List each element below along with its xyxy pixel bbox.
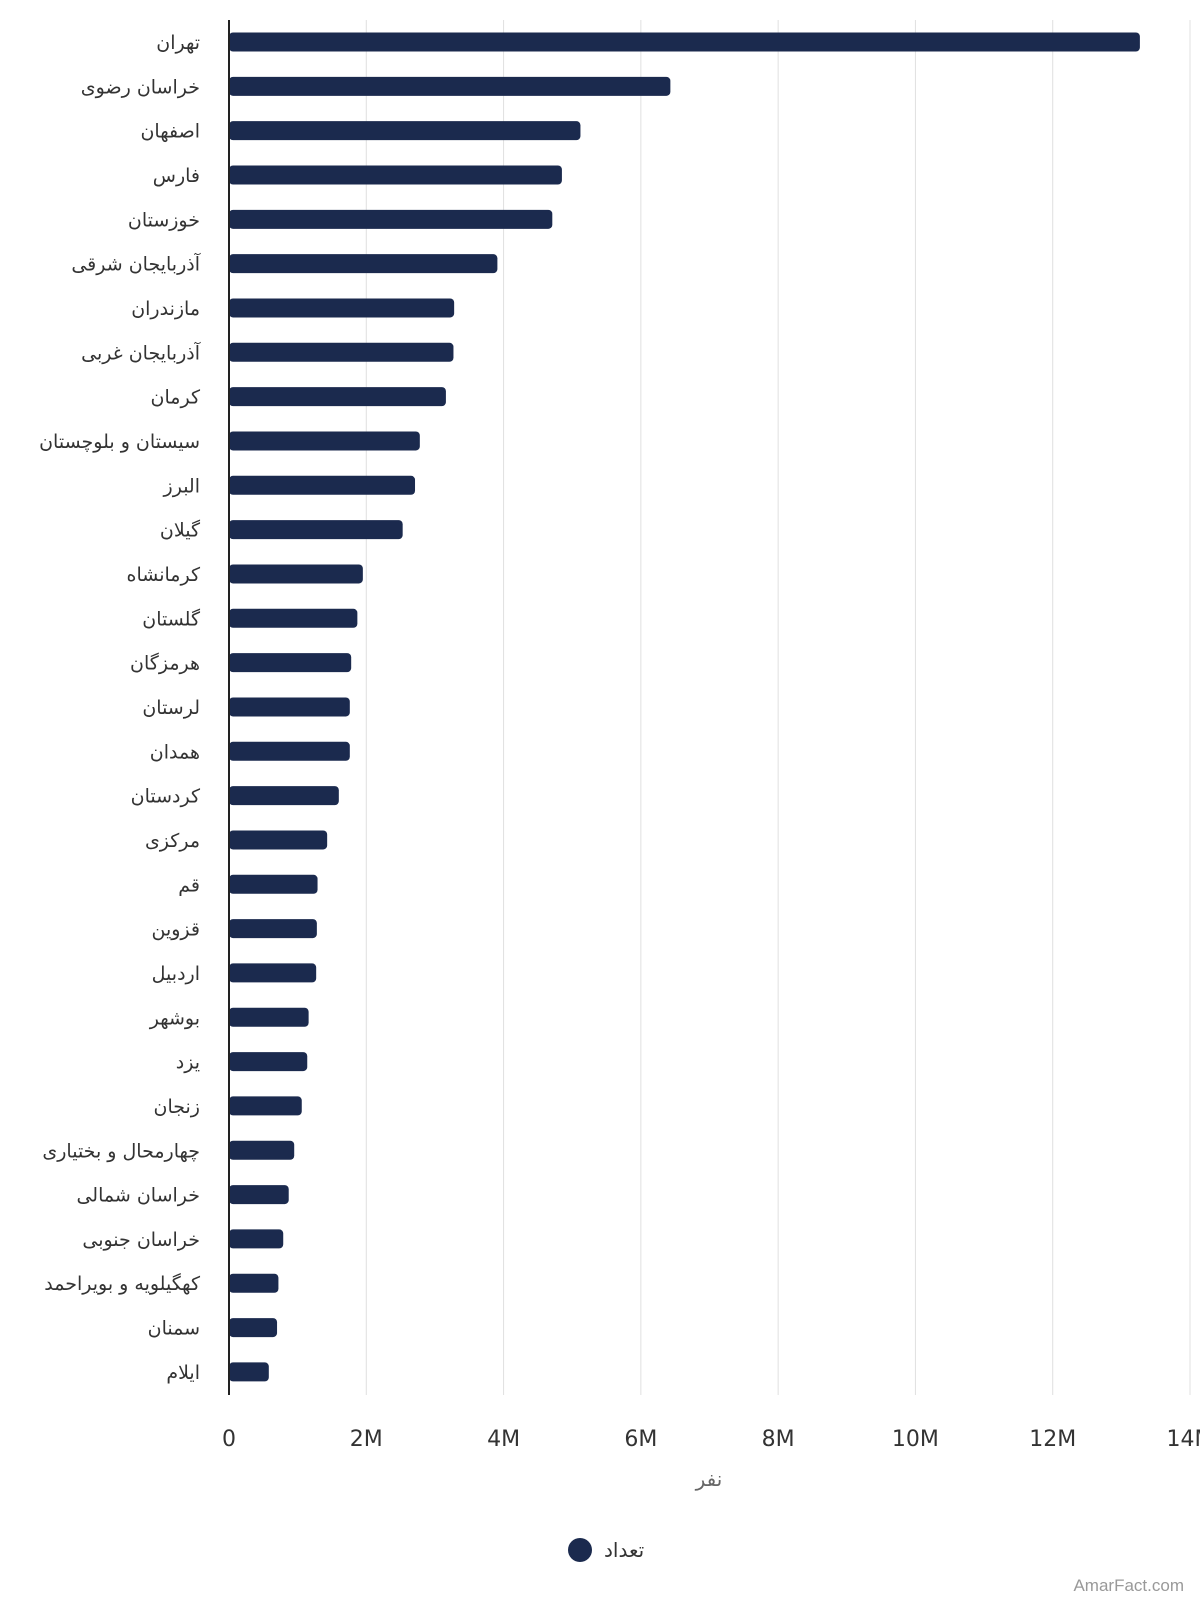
legend-marker[interactable] — [568, 1538, 592, 1562]
bar[interactable] — [229, 653, 352, 673]
x-tick-label: 12M — [1029, 1427, 1076, 1452]
bar[interactable] — [229, 342, 454, 362]
x-tick-label: 6M — [624, 1427, 657, 1452]
bar[interactable] — [229, 697, 350, 717]
category-label: بوشهر — [149, 1007, 200, 1029]
category-label: گلستان — [142, 607, 201, 630]
category-label: هرمزگان — [130, 652, 200, 675]
category-label: تهران — [156, 32, 200, 54]
legend[interactable]: تعداد — [568, 1538, 644, 1562]
category-label: گیلان — [160, 519, 201, 542]
x-tick-label: 14M — [1167, 1427, 1200, 1452]
category-label: خراسان رضوی — [81, 76, 200, 98]
gridlines — [365, 20, 1191, 1395]
category-label: اردبیل — [152, 963, 200, 985]
bar[interactable] — [229, 165, 562, 185]
category-label: یزد — [176, 1052, 200, 1074]
category-label: اصفهان — [140, 121, 200, 143]
bar[interactable] — [229, 919, 317, 939]
category-label: چهارمحال و بختیاری — [42, 1140, 200, 1162]
x-tick-label: 2M — [350, 1427, 383, 1452]
bar[interactable] — [229, 1140, 295, 1160]
bar[interactable] — [229, 830, 328, 850]
category-label: مرکزی — [145, 830, 200, 852]
bar[interactable] — [229, 520, 403, 540]
category-label: کرمان — [151, 387, 201, 409]
bar[interactable] — [229, 1052, 308, 1072]
category-label: خوزستان — [128, 209, 200, 231]
bar[interactable] — [229, 963, 317, 983]
bar[interactable] — [229, 564, 363, 584]
bar[interactable] — [229, 475, 416, 495]
bar[interactable] — [229, 1007, 309, 1027]
bar[interactable] — [229, 786, 339, 806]
category-label: سمنان — [148, 1318, 200, 1340]
category-label: زنجان — [154, 1096, 200, 1118]
bar[interactable] — [229, 431, 420, 451]
category-label: قم — [178, 874, 200, 896]
category-label: همدان — [150, 741, 200, 763]
category-label: خراسان جنوبی — [82, 1229, 200, 1251]
bar[interactable] — [229, 1273, 279, 1293]
bars — [229, 32, 1140, 1382]
category-label: کردستان — [131, 786, 201, 808]
bar[interactable] — [229, 1185, 289, 1205]
category-label: مازندران — [131, 298, 200, 320]
bar[interactable] — [229, 1096, 302, 1116]
category-label: البرز — [163, 475, 200, 497]
bar[interactable] — [229, 254, 498, 274]
category-label: کرمانشاه — [127, 564, 201, 586]
bar[interactable] — [229, 741, 350, 761]
legend-label[interactable]: تعداد — [604, 1538, 644, 1562]
bar[interactable] — [229, 874, 318, 894]
x-tick-label: 10M — [892, 1427, 939, 1452]
category-labels: تهران خراسان رضوی اصفهان فارس خوزستان آذربایج… — [39, 32, 201, 1384]
bar[interactable] — [229, 387, 446, 407]
credit-link[interactable]: AmarFact.com — [1073, 1576, 1184, 1595]
bar[interactable] — [229, 608, 358, 628]
x-tick-label: 8M — [762, 1427, 795, 1452]
category-label: ایلام — [166, 1362, 200, 1384]
category-label: لرستان — [142, 697, 200, 719]
x-tick-labels: 0 2M 4M 6M 8M 10M 12M 14M — [222, 1427, 1200, 1452]
category-label: آذربایجان شرقی — [71, 252, 200, 276]
bar[interactable] — [229, 32, 1140, 52]
bar[interactable] — [229, 76, 671, 96]
category-label: سیستان و بلوچستان — [39, 431, 200, 453]
x-axis-title: نفر — [695, 1467, 723, 1491]
bar[interactable] — [229, 209, 553, 229]
category-label: قزوین — [152, 919, 201, 941]
bar[interactable] — [229, 1229, 284, 1249]
category-label: آذربایجان غربی — [81, 340, 201, 364]
category-label: کهگیلویه و بویراحمد — [44, 1272, 201, 1295]
bar[interactable] — [229, 298, 455, 318]
bar[interactable] — [229, 1318, 278, 1338]
bar[interactable] — [229, 1362, 269, 1382]
category-label: فارس — [153, 165, 200, 187]
bar[interactable] — [229, 121, 581, 141]
category-label: خراسان شمالی — [76, 1185, 200, 1207]
x-tick-label: 4M — [487, 1427, 520, 1452]
x-tick-label: 0 — [222, 1427, 236, 1452]
